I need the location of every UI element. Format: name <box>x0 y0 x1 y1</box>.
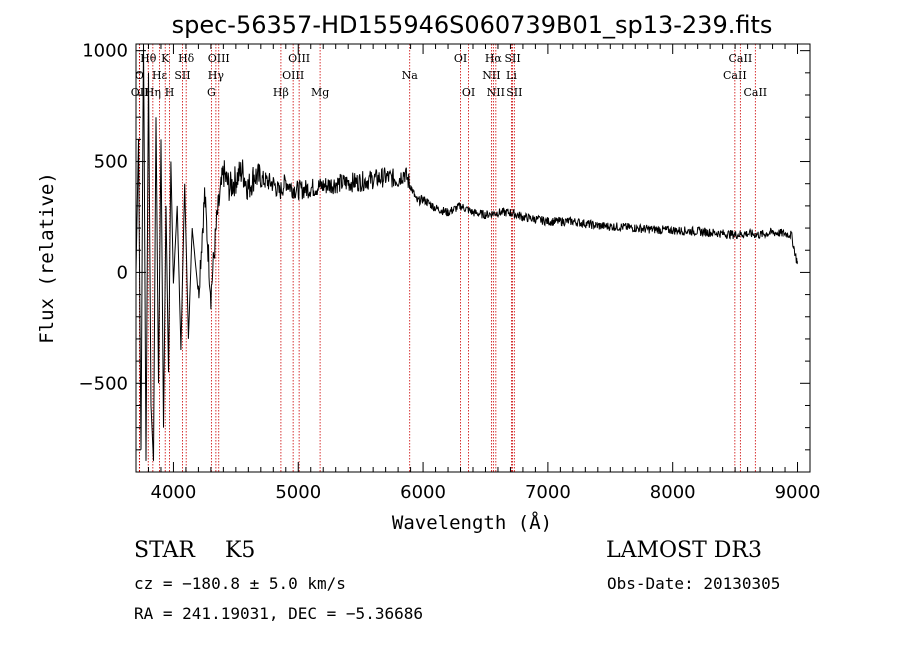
series-layer <box>135 43 798 461</box>
marker-label: OI <box>462 86 475 99</box>
marker-label: Hη <box>145 86 161 99</box>
ra-dec: RA = 241.19031, DEC = −5.36686 <box>134 604 423 623</box>
marker-label: Hθ <box>140 52 157 65</box>
survey-label: LAMOST DR3 <box>606 538 762 563</box>
marker-label: SII <box>504 52 520 65</box>
marker-label: G <box>207 86 216 99</box>
marker-label: H <box>165 86 175 99</box>
marker-label: CaII <box>743 86 767 99</box>
marker-label: Hγ <box>208 69 225 82</box>
marker-label: OIII <box>282 69 304 82</box>
marker-label: Li <box>506 69 517 82</box>
marker-label: Mg <box>311 86 329 99</box>
marker-label: OI <box>454 52 467 65</box>
marker-label: CaII <box>723 69 747 82</box>
axis-ticks: 4000 5000 6000 7000 8000 9000 −500 0 500 1000 <box>79 41 821 503</box>
flux-series-line <box>135 43 798 461</box>
spectrum-chart: 4000 5000 6000 7000 8000 9000 −500 0 500 1000 Hθ K… <box>36 11 821 534</box>
marker-label: NII <box>482 69 500 82</box>
chart-title: spec-56357-HD155946S060739B01_sp13-239.f… <box>172 11 773 39</box>
marker-label: OII <box>131 86 149 99</box>
x-tick-label: 4000 <box>151 482 197 503</box>
marker-label: OIII <box>288 52 310 65</box>
y-axis-label: Flux (relative) <box>36 172 58 344</box>
x-tick-label: 5000 <box>275 482 321 503</box>
marker-label: Hδ <box>178 52 195 65</box>
x-tick-label: 9000 <box>775 482 821 503</box>
marker-label: SII <box>174 69 190 82</box>
redshift-cz: cz = −180.8 ± 5.0 km/s <box>134 574 346 593</box>
marker-label: O <box>135 69 144 82</box>
spectral-class: STAR K5 <box>134 538 255 563</box>
class-value: STAR <box>134 538 195 563</box>
y-tick-label: 1000 <box>82 41 128 62</box>
marker-label: Hε <box>152 69 168 82</box>
x-axis-label: Wavelength (Å) <box>392 511 552 534</box>
x-tick-label: 7000 <box>525 482 571 503</box>
marker-label: CaII <box>729 52 753 65</box>
marker-label: OIII <box>208 52 230 65</box>
y-tick-label: 0 <box>117 262 128 283</box>
observation-date: Obs-Date: 20130305 <box>607 574 781 593</box>
marker-label: Na <box>402 69 419 82</box>
marker-label: Hα <box>485 52 503 65</box>
marker-label: Hβ <box>273 86 289 99</box>
y-tick-label: 500 <box>94 152 128 173</box>
y-tick-label: −500 <box>79 373 128 394</box>
marker-label: K <box>161 52 170 65</box>
x-tick-label: 6000 <box>400 482 446 503</box>
subclass-value: K5 <box>225 538 256 563</box>
marker-label: SII <box>506 86 522 99</box>
marker-label: NII <box>487 86 505 99</box>
x-tick-label: 8000 <box>650 482 696 503</box>
marker-lines <box>138 44 756 472</box>
plot-frame <box>135 43 811 473</box>
